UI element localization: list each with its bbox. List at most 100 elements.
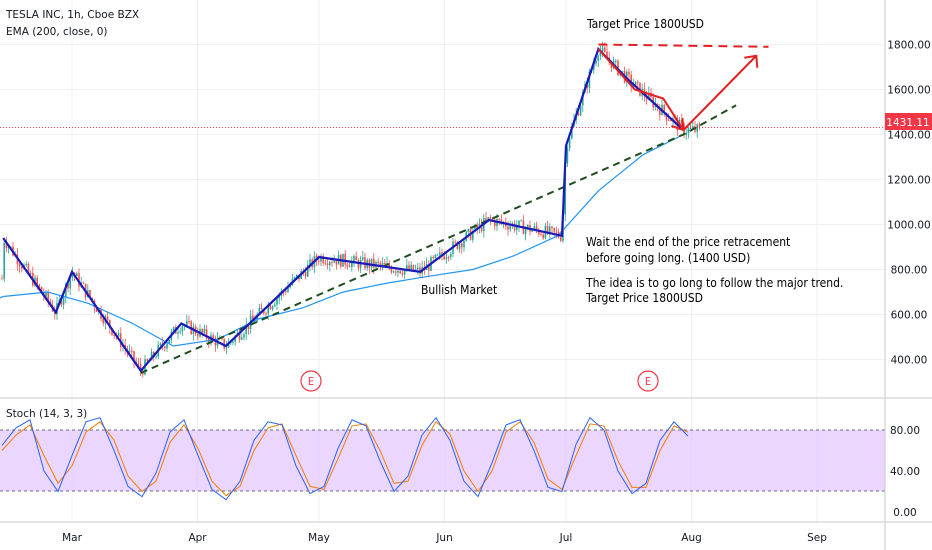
candle-body (7, 246, 10, 249)
candle-body (443, 255, 445, 260)
time-tick-label: Sep (807, 532, 827, 544)
svg-text:E: E (308, 375, 314, 388)
svg-text:E: E (645, 375, 651, 388)
candle-body (500, 219, 503, 223)
candle-body (69, 277, 71, 289)
candle-body (287, 287, 289, 293)
symbol-title: TESLA INC, 1h, Cboe BZX (5, 9, 139, 21)
candle-body (485, 218, 487, 220)
candle-body (76, 273, 78, 276)
candle-body (388, 263, 390, 268)
candle-body (386, 263, 388, 265)
candle-body (597, 56, 599, 62)
candle-body (434, 254, 437, 259)
candle-body (445, 257, 448, 260)
time-tick-label: Aug (681, 532, 702, 544)
candle-body (373, 258, 375, 268)
candle-body (564, 163, 566, 215)
price-tick-label: 600.00 (891, 310, 928, 322)
price-axis[interactable]: 400.00600.00800.001000.001200.001400.001… (887, 40, 930, 367)
candle-body (696, 124, 698, 132)
candle-body (498, 218, 500, 220)
candle-body (524, 228, 527, 234)
candle-body (480, 223, 483, 232)
candle-body (518, 220, 520, 227)
candle-body (113, 334, 115, 336)
candle-body (520, 220, 522, 222)
candle-body (95, 307, 98, 313)
candle-body (329, 262, 331, 266)
stoch-tick-label: 0.00 (893, 507, 916, 519)
price-tick-label: 1400.00 (887, 130, 930, 142)
candle-body (1, 278, 3, 280)
earnings-marker[interactable]: E (637, 370, 659, 392)
candle-body (172, 327, 175, 332)
candle-body (410, 264, 412, 271)
candle-body (276, 298, 278, 305)
candle-body (36, 277, 38, 285)
candle-body (593, 63, 595, 70)
candle-body (637, 81, 639, 83)
candle-body (487, 217, 489, 220)
earnings-marker[interactable]: E (300, 370, 322, 392)
candle-body (566, 148, 569, 164)
candle-body (71, 272, 74, 278)
price-tick-label: 800.00 (891, 265, 928, 277)
candle-body (128, 350, 131, 353)
candle-body (333, 260, 335, 263)
candle-body (489, 217, 492, 220)
candle-body (278, 295, 280, 299)
candle-body (450, 253, 452, 258)
candle-body (346, 264, 349, 267)
candle-body (5, 242, 8, 249)
candle-body (357, 260, 360, 268)
candle-body (245, 324, 247, 335)
candle-body (109, 320, 111, 329)
candle-body (663, 104, 665, 113)
candle-body (102, 318, 104, 324)
candle-body (392, 271, 395, 273)
target-price-line (598, 43, 769, 48)
candle-body (304, 272, 307, 277)
time-tick-label: Mar (62, 532, 82, 544)
candle-body (106, 316, 109, 321)
candle-body (659, 108, 661, 116)
candle-body (408, 265, 410, 271)
candle-body (599, 51, 602, 57)
candle-body (159, 343, 162, 345)
candle-body (212, 335, 214, 339)
candle-body (117, 333, 120, 337)
candle-body (665, 112, 668, 120)
candle-body (78, 273, 80, 287)
candle-body (417, 267, 419, 270)
candle-body (320, 256, 322, 262)
candle-body (379, 262, 382, 266)
candle-body (21, 266, 23, 269)
candle-body (399, 270, 401, 274)
candle-body (560, 237, 562, 241)
candle-body (395, 271, 397, 273)
candle-body (309, 259, 311, 266)
price-tick-label: 1000.00 (887, 220, 930, 232)
bullish-market-label: Bullish Market (421, 283, 497, 297)
breakout-arrow (682, 55, 758, 131)
candle-body (397, 270, 399, 273)
candle-body (670, 119, 672, 122)
candle-body (65, 284, 67, 297)
candle-body (601, 47, 604, 52)
candle-body (406, 265, 408, 270)
candle-body (164, 346, 166, 349)
candle-body (535, 226, 538, 230)
candle-body (645, 96, 648, 100)
candle-body (606, 51, 608, 58)
target-price-title: Target Price 1800USD (586, 17, 704, 31)
candle-body (689, 127, 692, 129)
note-idea-line2: Target Price 1800USD (585, 291, 703, 305)
time-axis[interactable]: Mar Apr May Jun Jul Aug Sep (62, 532, 827, 544)
candle-body (507, 226, 509, 230)
candle-body (615, 60, 617, 62)
candle-body (412, 264, 415, 271)
stoch-axis[interactable]: 0.00 40.00 80.00 (890, 425, 920, 519)
candle-body (692, 126, 694, 128)
candle-body (150, 351, 153, 361)
